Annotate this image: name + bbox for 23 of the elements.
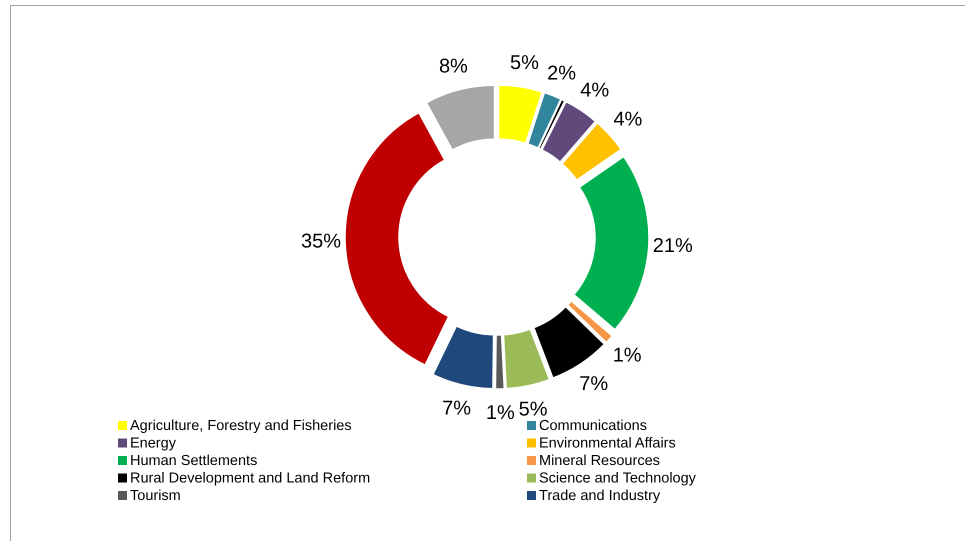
data-label: 4% bbox=[580, 80, 610, 102]
legend-label: Communications bbox=[539, 418, 647, 434]
data-label: 7% bbox=[442, 397, 472, 420]
legend-label: Human Settlements bbox=[130, 453, 258, 469]
legend-label: Science and Technology bbox=[539, 470, 697, 486]
data-label: 5% bbox=[510, 52, 540, 74]
data-label: 5% bbox=[518, 398, 548, 420]
legend-label: Agriculture, Forestry and Fisheries bbox=[130, 418, 352, 434]
data-label: 1% bbox=[486, 402, 515, 424]
data-label: 4% bbox=[613, 108, 643, 130]
donut-slice bbox=[426, 84, 496, 151]
legend-label: Trade and Industry bbox=[539, 488, 661, 504]
data-label: 1% bbox=[612, 344, 642, 366]
data-label: 8% bbox=[438, 55, 468, 78]
legend-label: Rural Development and Land Reform bbox=[130, 470, 370, 486]
legend-label: Mineral Resources bbox=[539, 453, 660, 469]
data-label: 2% bbox=[547, 62, 576, 84]
legend-label: Tourism bbox=[130, 488, 181, 504]
data-label: 21% bbox=[652, 234, 694, 257]
legend-label: Energy bbox=[130, 436, 177, 452]
legend-label: Environmental Affairs bbox=[539, 436, 676, 452]
data-label: 35% bbox=[301, 230, 342, 252]
data-label: 7% bbox=[579, 373, 608, 396]
